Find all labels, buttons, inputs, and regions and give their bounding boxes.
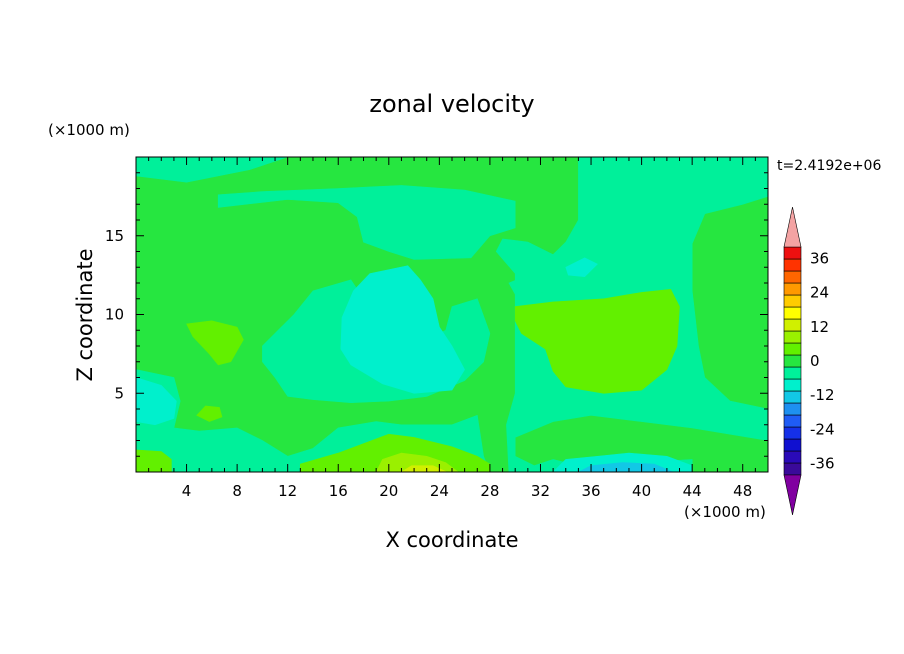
contour-region-11 (514, 288, 680, 394)
colorbar-tick-label: 12 (810, 318, 829, 336)
colorbar-swatch (783, 402, 802, 416)
colorbar-tick-label: -36 (810, 455, 835, 473)
time-label: t=2.4192e+06 (777, 158, 881, 174)
x-tick-label: 24 (430, 482, 449, 500)
colorbar-tick-label: -24 (810, 420, 835, 438)
y-tick-label: 10 (105, 306, 124, 324)
y-unit-label: (×1000 m) (48, 121, 130, 139)
y-axis-label: Z coordinate (73, 248, 97, 381)
colorbar-swatch (783, 258, 802, 272)
colorbar-swatch (783, 246, 802, 260)
x-tick-label: 8 (232, 482, 242, 500)
x-axis-label: X coordinate (385, 528, 518, 552)
colorbar-over-arrow (783, 206, 802, 248)
colorbar-under-arrow (783, 474, 802, 516)
contour-region-8 (136, 377, 177, 426)
x-tick-label: 40 (632, 482, 651, 500)
contour-region-17 (400, 465, 448, 472)
x-tick-label: 20 (379, 482, 398, 500)
contour-region-6 (340, 265, 465, 394)
colorbar-swatch (783, 366, 802, 380)
x-tick-label: 36 (581, 482, 600, 500)
contour-region-2 (217, 185, 516, 260)
colorbar-tick-label: 24 (810, 284, 829, 302)
contour-region-7 (565, 257, 598, 278)
colorbar-swatch (783, 294, 802, 308)
colorbar-swatch (783, 342, 802, 356)
contour-region-14 (136, 449, 172, 472)
x-tick-label: 28 (480, 482, 499, 500)
colorbar-swatch (783, 450, 802, 464)
colorbar-swatch (783, 354, 802, 368)
colorbar-tick-label: 36 (810, 249, 829, 267)
colorbar-swatch (783, 390, 802, 404)
colorbar-tick-label: -12 (810, 386, 835, 404)
colorbar-swatch (783, 306, 802, 320)
y-tick-label: 5 (114, 384, 124, 402)
chart-title: zonal velocity (369, 90, 534, 118)
x-unit-label: (×1000 m) (684, 503, 766, 521)
colorbar-swatch (783, 282, 802, 296)
x-tick-label: 4 (182, 482, 192, 500)
contour-region-13 (196, 405, 223, 422)
x-tick-label: 16 (329, 482, 348, 500)
y-tick-label: 15 (105, 227, 124, 245)
contour-regions (136, 157, 768, 472)
colorbar-swatch (783, 414, 802, 428)
colorbar-swatch (783, 426, 802, 440)
contour-region-10 (578, 462, 674, 472)
colorbar-tick-label: 0 (810, 352, 820, 370)
colorbar-swatch (783, 330, 802, 344)
x-axis: 4 8 12 16 20 24 28 32 36 40 44 48 (148, 157, 756, 500)
y-axis: 5 10 15 (105, 172, 768, 457)
contour-region-1 (136, 157, 288, 183)
x-tick-label: 48 (733, 482, 752, 500)
x-tick-label: 44 (683, 482, 702, 500)
contour-region-12 (186, 320, 244, 366)
colorbar-swatch (783, 462, 802, 476)
colorbar-swatch (783, 318, 802, 332)
colorbar-swatch (783, 270, 802, 284)
colorbar-swatch (783, 438, 802, 452)
colorbar-swatch (783, 378, 802, 392)
x-tick-label: 32 (531, 482, 550, 500)
contour-region-16 (375, 452, 459, 472)
colorbar: 36 24 12 0 -12 -24 -36 (783, 206, 835, 516)
x-tick-label: 12 (278, 482, 297, 500)
